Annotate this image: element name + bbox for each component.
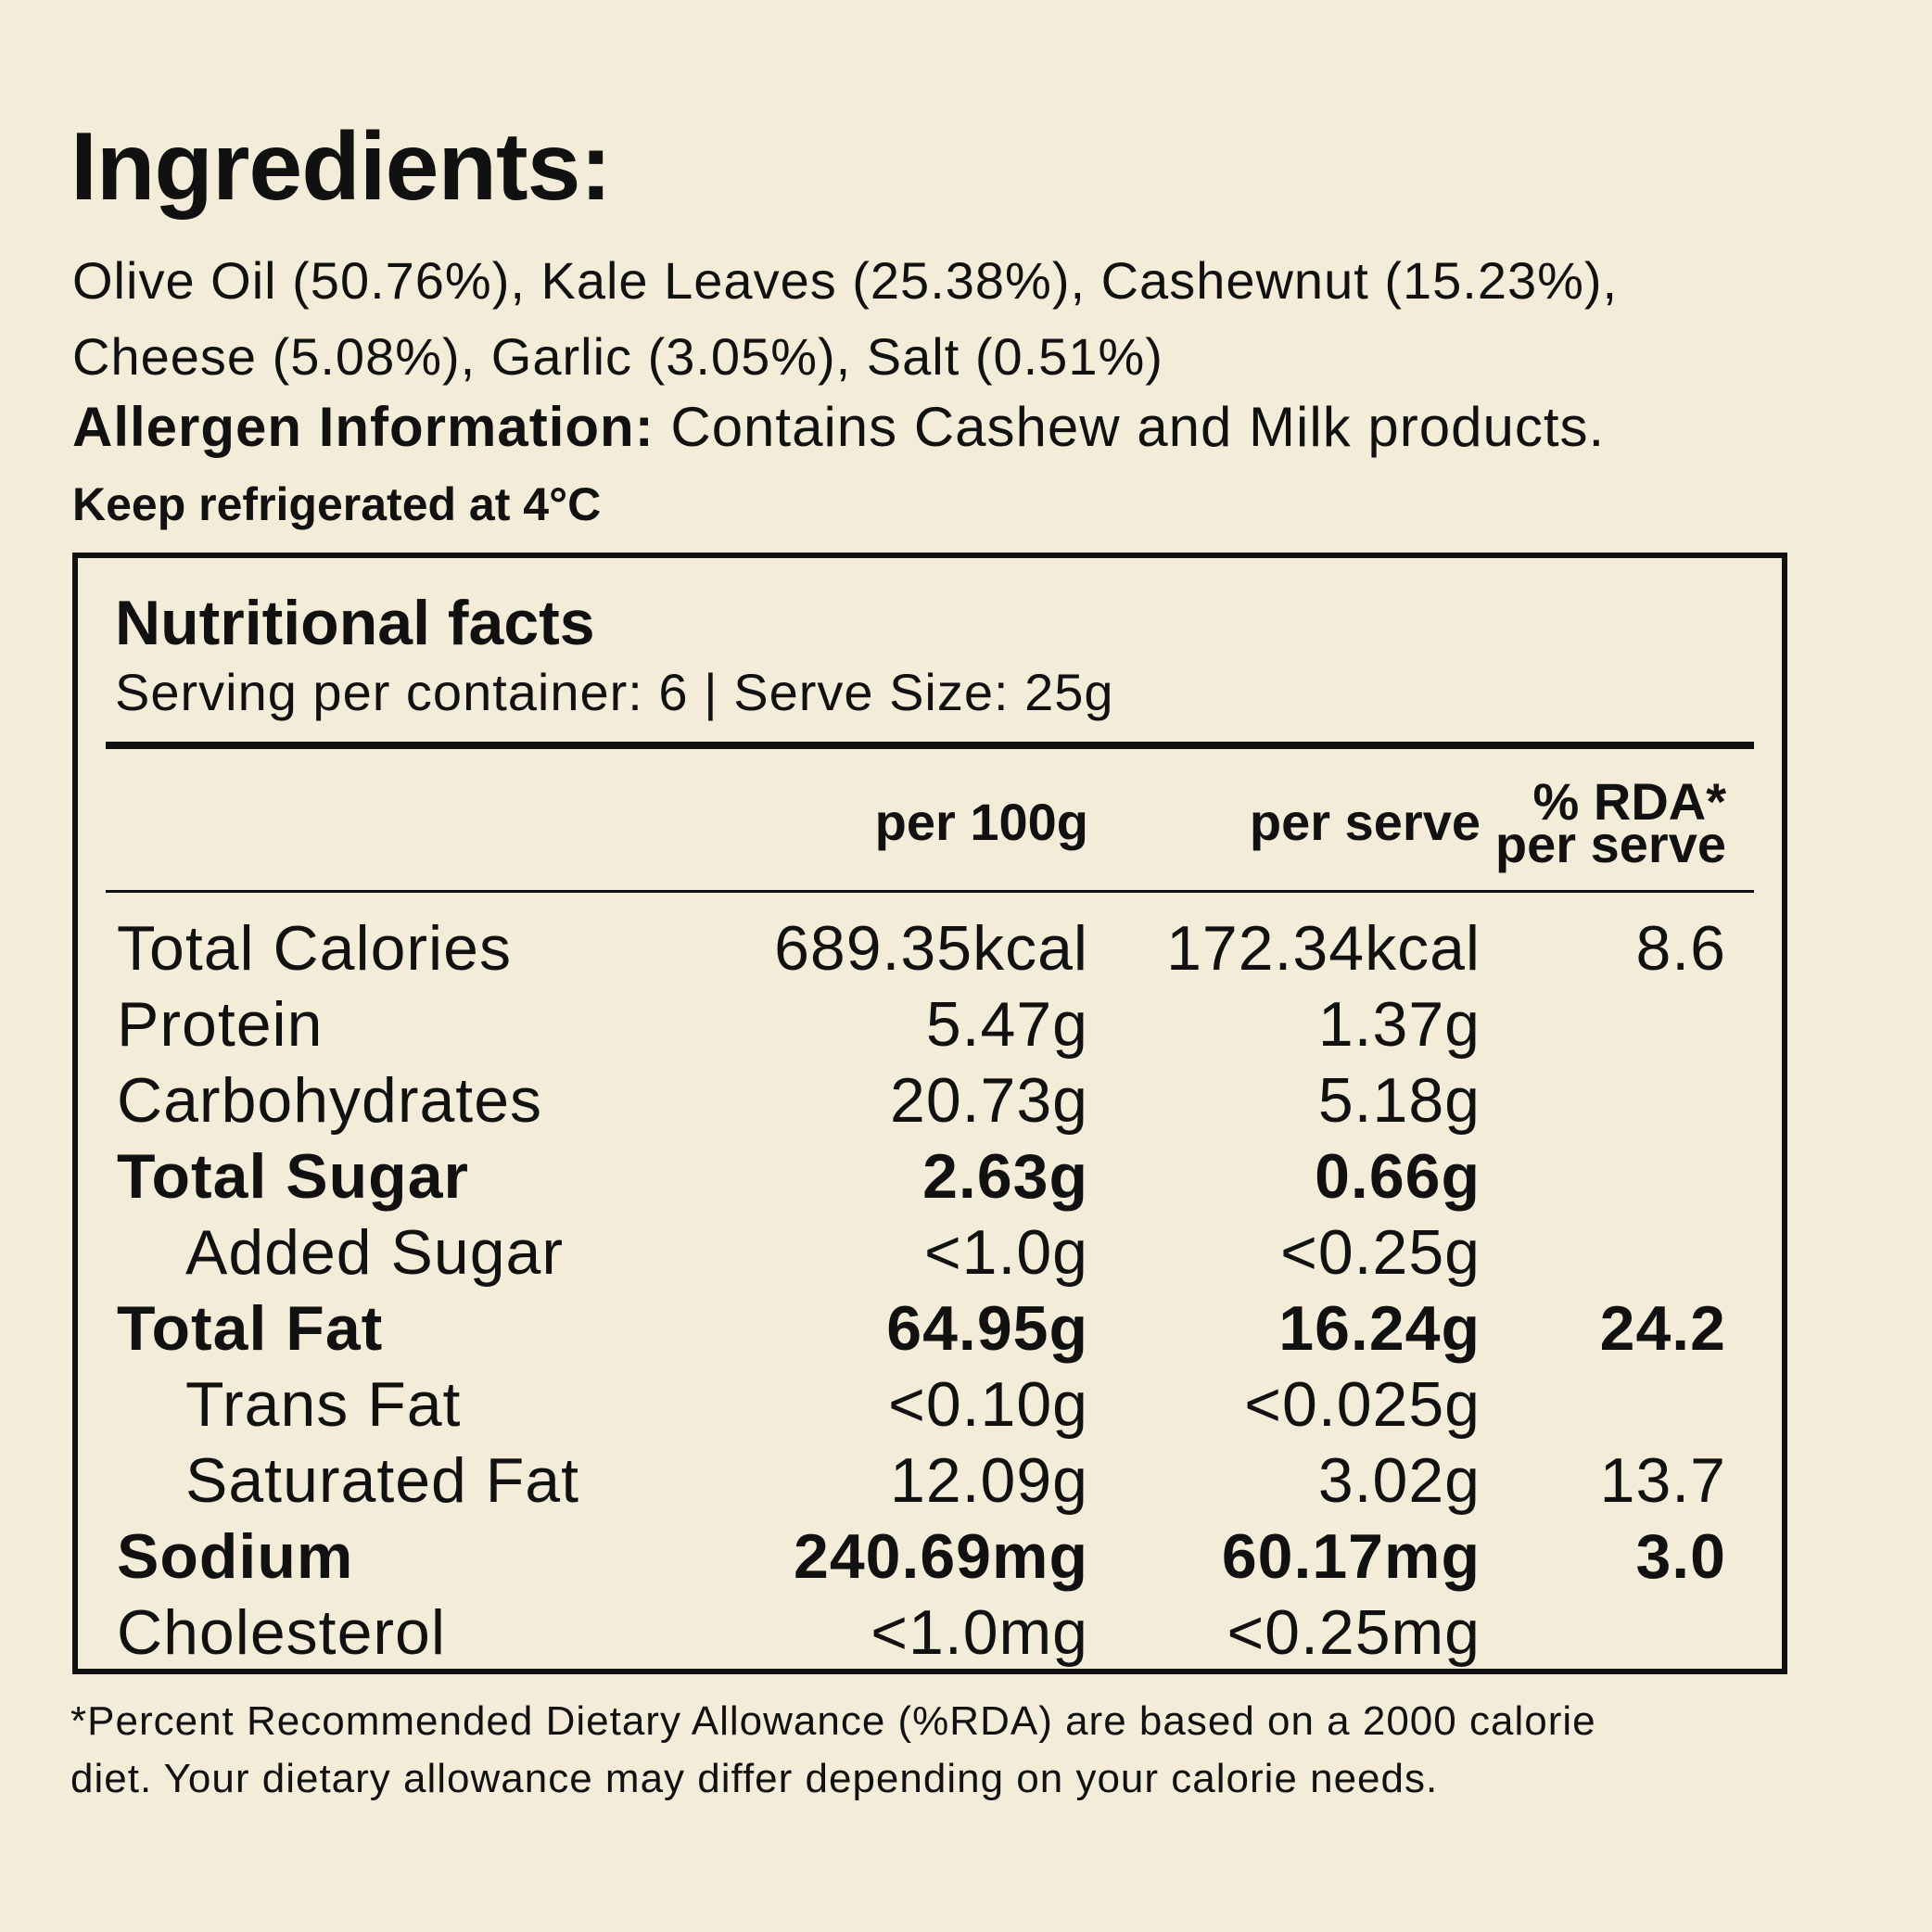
table-row: Sodium 240.69mg 60.17mg 3.0 (78, 1519, 1782, 1595)
column-header-per-serve: per serve (1249, 793, 1481, 851)
table-row: Added Sugar <1.0g <0.25g (78, 1214, 1782, 1290)
value-per-100g: 20.73g (890, 1065, 1088, 1136)
rda-header-line-2: per serve (1494, 815, 1726, 873)
allergen-information: Allergen Information: Contains Cashew an… (72, 395, 1605, 460)
table-row: Carbohydrates 20.73g 5.18g (78, 1062, 1782, 1138)
nutrient-name: Carbohydrates (117, 1065, 543, 1136)
nutrient-name: Protein (117, 989, 324, 1060)
nutrition-rows: Total Calories 689.35kcal 172.34kcal 8.6… (78, 910, 1782, 1671)
value-per-100g: <1.0g (923, 1217, 1088, 1288)
value-per-100g: <0.10g (888, 1369, 1088, 1440)
nutrient-name: Total Sugar (117, 1141, 469, 1212)
table-row: Trans Fat <0.10g <0.025g (78, 1366, 1782, 1443)
value-per-serve: <0.025g (1244, 1369, 1481, 1440)
ingredients-line-2: Cheese (5.08%), Garlic (3.05%), Salt (0.… (72, 327, 1163, 386)
ingredients-list: Olive Oil (50.76%), Kale Leaves (25.38%)… (72, 243, 1889, 395)
column-header-per-100g: per 100g (874, 793, 1088, 851)
footnote-line-1: *Percent Recommended Dietary Allowance (… (70, 1698, 1596, 1744)
ingredients-line-1: Olive Oil (50.76%), Kale Leaves (25.38%)… (72, 251, 1619, 310)
allergen-label: Allergen Information: (72, 396, 655, 458)
nutrient-name: Saturated Fat (185, 1445, 580, 1516)
nutrient-name: Total Calories (117, 913, 512, 984)
nutrient-name: Total Fat (117, 1293, 384, 1364)
table-row: Saturated Fat 12.09g 3.02g 13.7 (78, 1443, 1782, 1519)
value-per-100g: 2.63g (922, 1141, 1088, 1212)
nutrient-name: Sodium (117, 1521, 354, 1592)
table-row: Protein 5.47g 1.37g (78, 986, 1782, 1062)
ingredients-heading: Ingredients: (70, 113, 612, 221)
table-row: Total Calories 689.35kcal 172.34kcal 8.6 (78, 910, 1782, 986)
value-per-serve: 16.24g (1278, 1293, 1481, 1364)
thin-divider (106, 890, 1754, 893)
table-row: Total Fat 64.95g 16.24g 24.2 (78, 1290, 1782, 1366)
footnote-line-2: diet. Your dietary allowance may differ … (70, 1756, 1439, 1801)
value-per-serve: 172.34kcal (1166, 913, 1481, 984)
value-rda: 3.0 (1635, 1521, 1726, 1592)
value-per-serve: <0.25g (1280, 1217, 1481, 1288)
value-per-serve: <0.25mg (1227, 1597, 1481, 1668)
allergen-text: Contains Cashew and Milk products. (654, 396, 1606, 458)
storage-instruction: Keep refrigerated at 4°C (72, 478, 602, 530)
nutrient-name: Cholesterol (117, 1597, 446, 1668)
rda-footnote: *Percent Recommended Dietary Allowance (… (70, 1693, 1888, 1808)
value-per-100g: 689.35kcal (774, 913, 1088, 984)
nutrition-panel: Nutritional facts Serving per container:… (72, 553, 1787, 1674)
value-rda: 24.2 (1599, 1293, 1726, 1364)
value-per-100g: <1.0mg (871, 1597, 1088, 1668)
nutrient-name: Added Sugar (185, 1217, 564, 1288)
value-rda: 13.7 (1599, 1445, 1726, 1516)
thick-divider (106, 742, 1754, 749)
value-per-serve: 5.18g (1317, 1065, 1481, 1136)
value-per-100g: 5.47g (925, 989, 1088, 1060)
table-row: Cholesterol <1.0mg <0.25mg (78, 1595, 1782, 1671)
column-header-rda: % RDA* per serve (1494, 772, 1726, 873)
value-per-serve: 0.66g (1315, 1141, 1481, 1212)
value-per-serve: 1.37g (1317, 989, 1481, 1060)
rda-header-line-1: % RDA* (1532, 772, 1726, 831)
serving-info: Serving per container: 6 | Serve Size: 2… (115, 663, 1114, 721)
value-per-100g: 64.95g (886, 1293, 1088, 1364)
nutrient-name: Trans Fat (185, 1369, 462, 1440)
value-per-100g: 240.69mg (794, 1521, 1088, 1592)
nutrition-title: Nutritional facts (115, 588, 595, 658)
value-per-100g: 12.09g (890, 1445, 1088, 1516)
value-per-serve: 3.02g (1317, 1445, 1481, 1516)
value-rda: 8.6 (1635, 913, 1726, 984)
value-per-serve: 60.17mg (1221, 1521, 1481, 1592)
table-row: Total Sugar 2.63g 0.66g (78, 1138, 1782, 1214)
